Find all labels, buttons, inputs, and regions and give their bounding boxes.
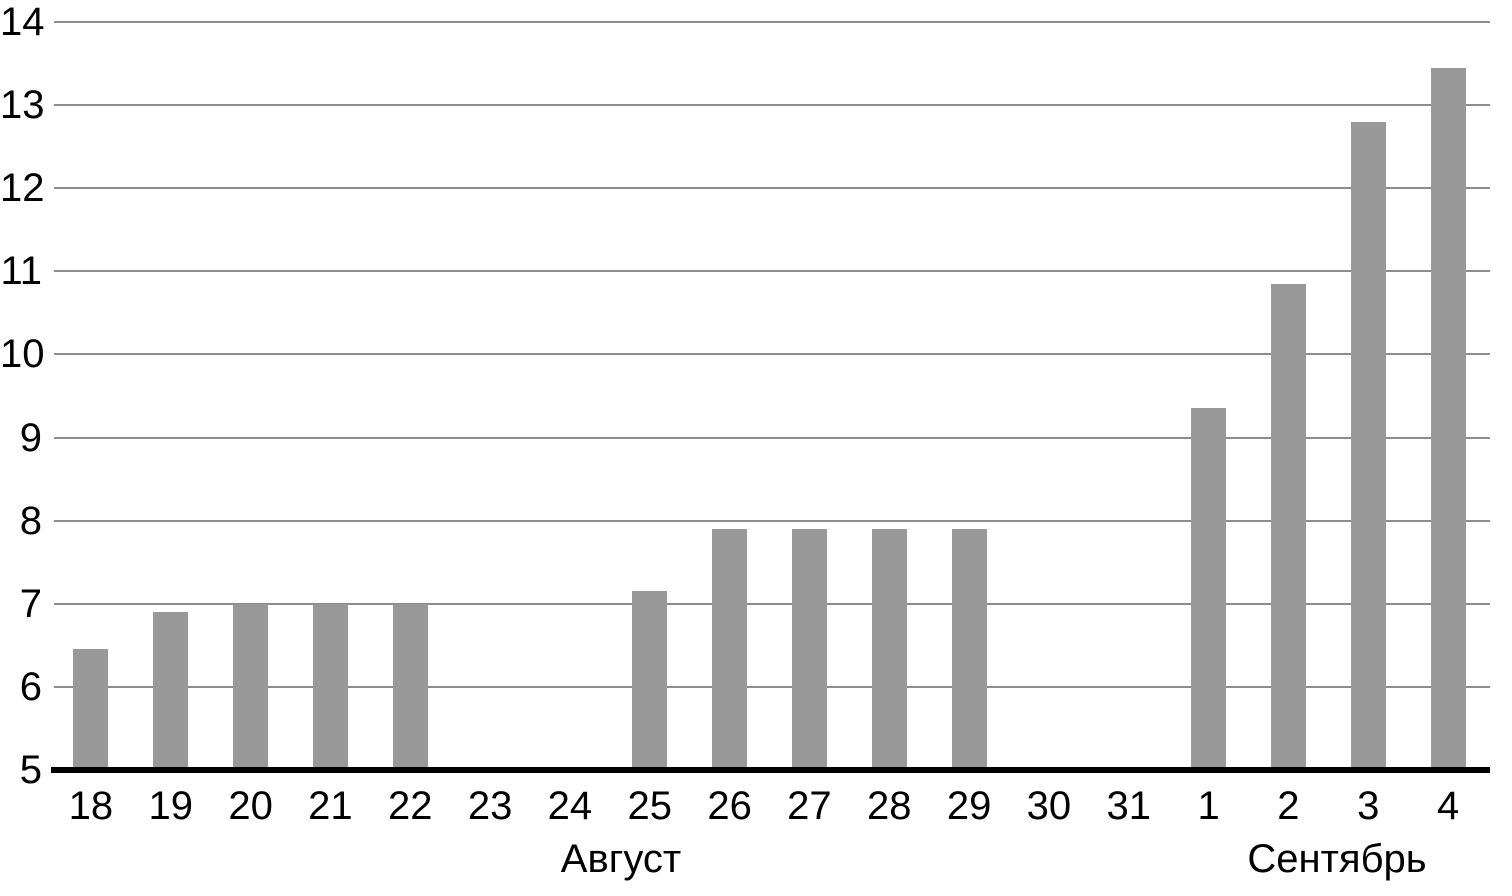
bar xyxy=(1191,408,1227,770)
y-tick-label: 7 xyxy=(19,581,42,626)
x-tick-label: 23 xyxy=(467,784,513,828)
y-tick-label: 9 xyxy=(19,415,42,460)
bar xyxy=(1350,121,1386,770)
bar xyxy=(233,603,269,770)
x-tick-label: 30 xyxy=(1026,784,1072,828)
y-tick-label: 6 xyxy=(19,664,42,709)
gridline xyxy=(54,353,1490,356)
bar xyxy=(392,603,428,770)
bar xyxy=(712,528,748,770)
x-tick-label: 18 xyxy=(68,784,114,828)
x-tick-label: 2 xyxy=(1277,784,1300,828)
y-tick-label: 14 xyxy=(0,0,45,44)
x-tick-label: 26 xyxy=(707,784,752,828)
x-tick-label: 3 xyxy=(1357,784,1380,828)
gridline xyxy=(54,187,1490,190)
x-tick-label: 20 xyxy=(228,784,273,828)
gridline xyxy=(54,685,1490,688)
x-tick-label: 21 xyxy=(308,784,353,828)
bar xyxy=(73,649,109,770)
y-tick-label: 11 xyxy=(0,249,42,294)
bar xyxy=(951,528,987,770)
bar xyxy=(1430,67,1466,770)
gridline xyxy=(54,519,1490,522)
x-tick-label: 31 xyxy=(1106,784,1152,828)
bar xyxy=(312,603,348,770)
bar xyxy=(1270,283,1306,770)
x-tick-label: 29 xyxy=(946,784,992,828)
bar xyxy=(791,528,827,770)
bar xyxy=(871,528,907,770)
y-tick-label: 10 xyxy=(0,332,45,377)
bar xyxy=(632,591,668,770)
gridline xyxy=(54,436,1490,439)
x-tick-label: 22 xyxy=(388,784,433,828)
x-axis-line xyxy=(51,767,1490,773)
x-tick-label: 19 xyxy=(148,784,194,828)
gridline xyxy=(54,602,1490,605)
gridline xyxy=(54,21,1490,23)
x-tick-label: 1 xyxy=(1197,784,1220,828)
y-tick-label: 8 xyxy=(19,498,42,543)
x-tick-label: 25 xyxy=(627,784,673,828)
x-tick-label: 27 xyxy=(787,784,832,828)
y-tick-label: 5 xyxy=(19,748,42,792)
x-tick-label: 24 xyxy=(547,784,593,828)
y-tick-label: 13 xyxy=(0,83,45,128)
x-tick-label: 28 xyxy=(867,784,912,828)
gridline xyxy=(54,104,1490,107)
bar xyxy=(153,612,189,770)
month-label-august: Август xyxy=(560,837,682,881)
month-label-september: Сентябрь xyxy=(1247,837,1427,881)
x-tick-label: 4 xyxy=(1436,784,1460,828)
y-tick-label: 12 xyxy=(0,166,45,211)
gridline xyxy=(54,270,1490,273)
